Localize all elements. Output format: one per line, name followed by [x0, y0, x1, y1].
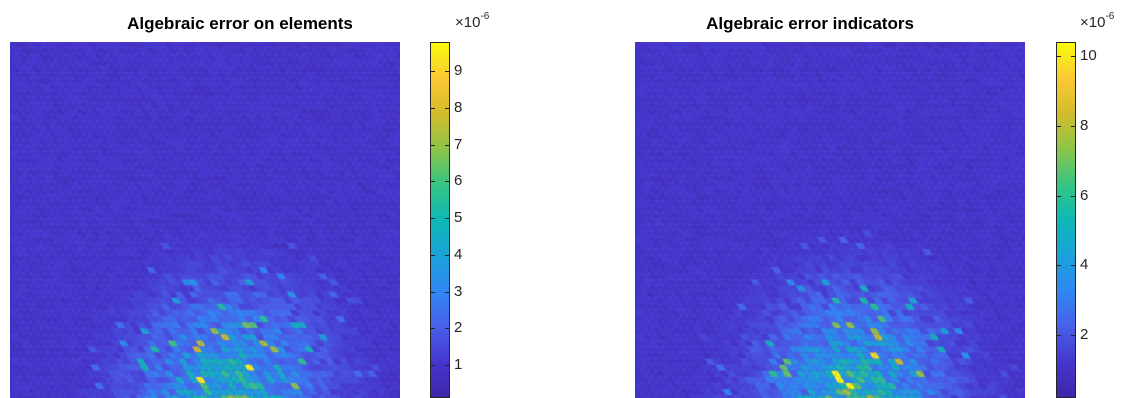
- colorbar-tick-label: 1: [454, 355, 463, 373]
- colorbar-tick-label: 2: [1080, 326, 1089, 344]
- colorbar-tick: [1057, 125, 1061, 127]
- colorbar-tick-label: 2: [454, 319, 463, 337]
- colorbar-tick: [431, 144, 435, 146]
- right-colorbar-exponent: ×10-6: [1080, 11, 1115, 31]
- colorbar-tick: [431, 71, 435, 73]
- colorbar-tick-label: 9: [454, 62, 463, 80]
- colorbar-tick: [1071, 55, 1075, 57]
- colorbar-tick: [431, 364, 435, 366]
- colorbar-tick-label: 5: [454, 209, 463, 227]
- left-colorbar-exponent: ×10-6: [455, 11, 490, 31]
- colorbar-tick-label: 4: [1080, 256, 1089, 274]
- colorbar-tick: [431, 254, 435, 256]
- colorbar-tick: [445, 218, 449, 220]
- colorbar-tick: [431, 108, 435, 110]
- colorbar-tick: [445, 144, 449, 146]
- left-heatmap: [10, 42, 400, 398]
- colorbar-tick: [1071, 195, 1075, 197]
- right-chart-panel: Algebraic error indicators ×10-6 2 4 6 8 10: [570, 0, 1139, 398]
- colorbar-tick: [445, 328, 449, 330]
- colorbar-tick: [445, 364, 449, 366]
- right-heatmap: [635, 42, 1025, 398]
- colorbar-tick-label: 6: [1080, 186, 1089, 204]
- colorbar-tick: [1057, 55, 1061, 57]
- right-colorbar: [1056, 42, 1076, 398]
- colorbar-tick-label: 4: [454, 245, 463, 263]
- colorbar-tick: [1057, 265, 1061, 267]
- left-heatmap-canvas: [10, 42, 400, 398]
- colorbar-tick-label: 6: [454, 172, 463, 190]
- colorbar-tick: [1071, 265, 1075, 267]
- right-chart-title: Algebraic error indicators: [706, 14, 914, 33]
- colorbar-tick: [431, 181, 435, 183]
- colorbar-tick: [1057, 335, 1061, 337]
- colorbar-tick-label: 3: [454, 282, 463, 300]
- colorbar-tick-label: 7: [454, 135, 463, 153]
- colorbar-tick: [445, 108, 449, 110]
- colorbar-tick: [1057, 195, 1061, 197]
- colorbar-tick: [445, 71, 449, 73]
- colorbar-tick-label: 10: [1080, 46, 1097, 64]
- colorbar-tick: [431, 218, 435, 220]
- colorbar-tick: [1071, 335, 1075, 337]
- colorbar-tick: [445, 254, 449, 256]
- colorbar-tick-label: 8: [454, 99, 463, 117]
- colorbar-tick: [445, 181, 449, 183]
- left-colorbar: [430, 42, 450, 398]
- colorbar-tick: [431, 328, 435, 330]
- colorbar-tick: [445, 291, 449, 293]
- right-heatmap-canvas: [635, 42, 1025, 398]
- colorbar-tick-label: 8: [1080, 116, 1089, 134]
- colorbar-tick: [1071, 125, 1075, 127]
- left-chart-panel: Algebraic error on elements ×10-6 1 2 3 4 5 6…: [10, 11, 490, 398]
- colorbar-tick: [431, 291, 435, 293]
- left-chart-title: Algebraic error on elements: [127, 14, 353, 33]
